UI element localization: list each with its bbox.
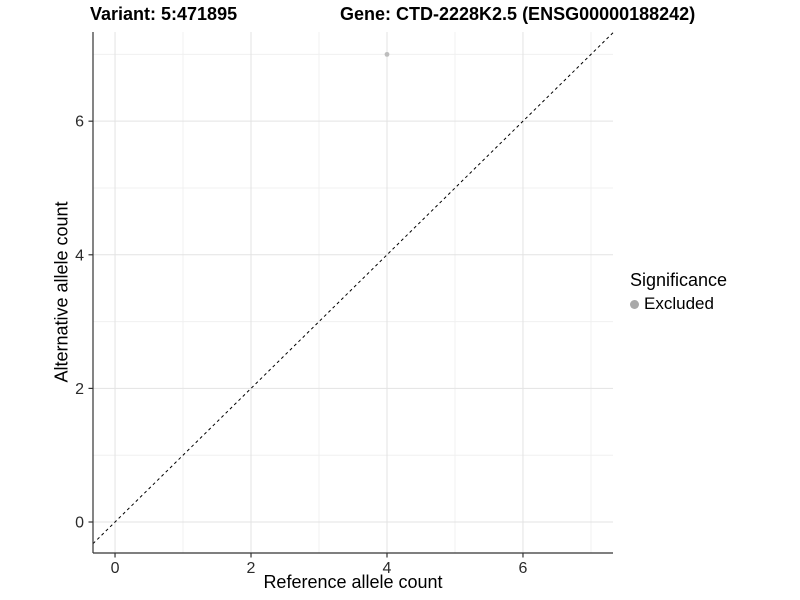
legend-title: Significance (630, 270, 728, 290)
x-tick-label: 2 (247, 560, 256, 577)
y-tick-label: 2 (75, 381, 84, 398)
identity-line (92, 32, 614, 545)
data-point (384, 51, 390, 57)
y-tick-label: 6 (75, 114, 84, 131)
x-tick-label: 4 (383, 560, 392, 577)
legend: Significance Excluded (630, 270, 727, 314)
legend-item-excluded: Excluded (630, 294, 727, 314)
y-tick-label: 0 (75, 515, 84, 532)
legend-item-label: Excluded (644, 294, 714, 313)
plot-title-gene: Gene: CTD-2228K2.5 (ENSG00000188242) (340, 4, 696, 24)
y-tick-label: 4 (75, 247, 84, 264)
x-axis-title: Reference allele count (263, 572, 443, 592)
y-axis-title: Alternative allele count (51, 201, 72, 383)
x-tick-label: 6 (519, 560, 528, 577)
legend-dot-icon (630, 299, 639, 309)
plot-title-variant: Variant: 5:471895 (90, 4, 238, 24)
x-tick-label: 0 (111, 560, 120, 577)
